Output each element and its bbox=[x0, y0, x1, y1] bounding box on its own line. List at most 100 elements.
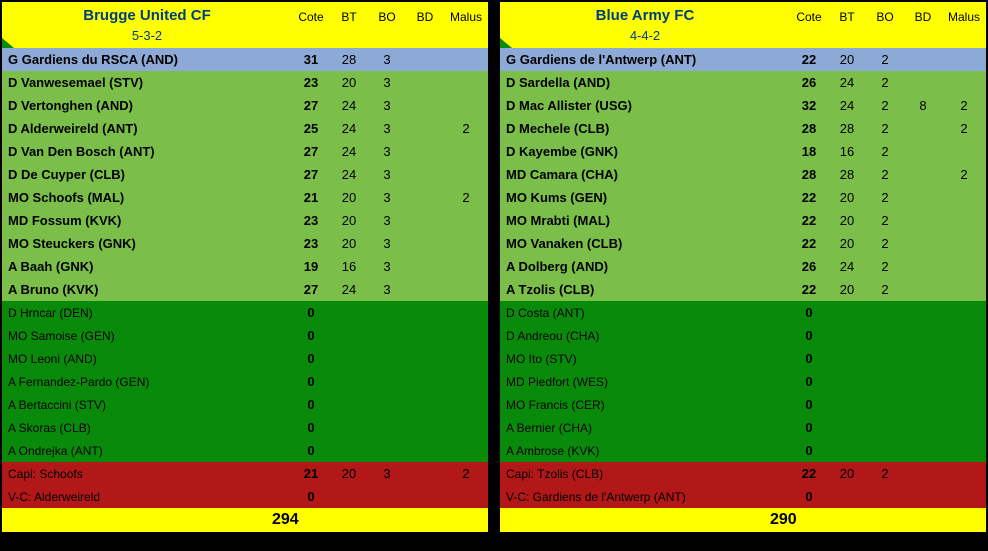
player-bo: 3 bbox=[368, 75, 406, 90]
bench-row[interactable]: MO Leoni (AND)0 bbox=[2, 347, 488, 370]
bench-row[interactable]: A Ondrejka (ANT)0 bbox=[2, 439, 488, 462]
player-cote: 23 bbox=[292, 75, 330, 90]
player-cote: 0 bbox=[292, 443, 330, 458]
starter-row[interactable]: MO Vanaken (CLB)22202 bbox=[500, 232, 986, 255]
player-cote: 27 bbox=[292, 98, 330, 113]
team-total-row: 294 bbox=[2, 508, 488, 532]
captain-row[interactable]: Capi: Tzolis (CLB)22202 bbox=[500, 462, 986, 485]
starter-row[interactable]: D De Cuyper (CLB)27243 bbox=[2, 163, 488, 186]
starter-row[interactable]: MD Camara (CHA)282822 bbox=[500, 163, 986, 186]
player-name: A Ambrose (KVK) bbox=[500, 444, 790, 458]
team-name: Blue Army FC bbox=[500, 7, 790, 26]
col-header-malus: Malus bbox=[942, 10, 986, 26]
starter-row[interactable]: D Mac Allister (USG)3224282 bbox=[500, 94, 986, 117]
bench-row[interactable]: D Hrncar (DEN)0 bbox=[2, 301, 488, 324]
player-name: A Bertaccini (STV) bbox=[2, 398, 292, 412]
player-malus: 2 bbox=[942, 121, 986, 136]
bench-row[interactable]: A Fernandez-Pardo (GEN)0 bbox=[2, 370, 488, 393]
player-bo: 2 bbox=[866, 213, 904, 228]
bench-row[interactable]: D Costa (ANT)0 bbox=[500, 301, 986, 324]
bench-row[interactable]: A Ambrose (KVK)0 bbox=[500, 439, 986, 462]
vice-captain-row[interactable]: V-C: Alderweireld0 bbox=[2, 485, 488, 508]
player-bt: 20 bbox=[828, 236, 866, 251]
starter-row[interactable]: MO Kums (GEN)22202 bbox=[500, 186, 986, 209]
player-cote: 27 bbox=[292, 167, 330, 182]
starter-row[interactable]: MO Mrabti (MAL)22202 bbox=[500, 209, 986, 232]
col-header-cote: Cote bbox=[292, 10, 330, 26]
col-header-bd: BD bbox=[406, 10, 444, 26]
player-bo: 2 bbox=[866, 282, 904, 297]
player-bo: 2 bbox=[866, 98, 904, 113]
starter-row[interactable]: D Vertonghen (AND)27243 bbox=[2, 94, 488, 117]
player-cote: 0 bbox=[292, 328, 330, 343]
player-bo: 3 bbox=[368, 466, 406, 481]
player-bt: 20 bbox=[330, 236, 368, 251]
player-bt: 20 bbox=[330, 213, 368, 228]
starter-row[interactable]: MO Schoofs (MAL)212032 bbox=[2, 186, 488, 209]
starter-row[interactable]: D Sardella (AND)26242 bbox=[500, 71, 986, 94]
player-cote: 0 bbox=[292, 397, 330, 412]
starter-row[interactable]: A Dolberg (AND)26242 bbox=[500, 255, 986, 278]
bench-row[interactable]: A Bernier (CHA)0 bbox=[500, 416, 986, 439]
player-cote: 0 bbox=[292, 489, 330, 504]
vice-captain-row[interactable]: V-C: Gardiens de l'Antwerp (ANT)0 bbox=[500, 485, 986, 508]
player-name: G Gardiens du RSCA (AND) bbox=[2, 52, 292, 67]
starter-row[interactable]: D Alderweireld (ANT)252432 bbox=[2, 117, 488, 140]
starter-row[interactable]: D Mechele (CLB)282822 bbox=[500, 117, 986, 140]
player-bt: 20 bbox=[828, 190, 866, 205]
player-name: A Bernier (CHA) bbox=[500, 421, 790, 435]
player-bo: 3 bbox=[368, 121, 406, 136]
player-cote: 0 bbox=[790, 420, 828, 435]
player-bt: 24 bbox=[828, 259, 866, 274]
player-bo: 3 bbox=[368, 98, 406, 113]
player-name: V-C: Alderweireld bbox=[2, 490, 292, 504]
team-header: Blue Army FC Cote BT BO BD Malus 4-4-2 bbox=[500, 2, 986, 48]
starter-row[interactable]: G Gardiens du RSCA (AND)31283 bbox=[2, 48, 488, 71]
bench-row[interactable]: MO Ito (STV)0 bbox=[500, 347, 986, 370]
player-bo: 3 bbox=[368, 52, 406, 67]
team-panel-left: Brugge United CF Cote BT BO BD Malus 5-3… bbox=[2, 2, 488, 549]
starter-row[interactable]: MO Steuckers (GNK)23203 bbox=[2, 232, 488, 255]
starter-row[interactable]: G Gardiens de l'Antwerp (ANT)22202 bbox=[500, 48, 986, 71]
player-cote: 22 bbox=[790, 236, 828, 251]
starter-row[interactable]: A Baah (GNK)19163 bbox=[2, 255, 488, 278]
player-name: MO Mrabti (MAL) bbox=[500, 213, 790, 228]
bench-row[interactable]: MO Samoise (GEN)0 bbox=[2, 324, 488, 347]
starter-row[interactable]: D Van Den Bosch (ANT)27243 bbox=[2, 140, 488, 163]
bench-row[interactable]: MO Francis (CER)0 bbox=[500, 393, 986, 416]
roster-rows-right: G Gardiens de l'Antwerp (ANT)22202D Sard… bbox=[500, 48, 986, 508]
player-name: G Gardiens de l'Antwerp (ANT) bbox=[500, 52, 790, 67]
player-name: D Vertonghen (AND) bbox=[2, 98, 292, 113]
player-name: MO Leoni (AND) bbox=[2, 352, 292, 366]
player-malus: 2 bbox=[444, 466, 488, 481]
starter-row[interactable]: D Vanwesemael (STV)23203 bbox=[2, 71, 488, 94]
player-name: D Mac Allister (USG) bbox=[500, 98, 790, 113]
player-name: D Alderweireld (ANT) bbox=[2, 121, 292, 136]
starter-row[interactable]: MD Fossum (KVK)23203 bbox=[2, 209, 488, 232]
player-cote: 0 bbox=[790, 305, 828, 320]
player-name: D Kayembe (GNK) bbox=[500, 144, 790, 159]
starter-row[interactable]: D Kayembe (GNK)18162 bbox=[500, 140, 986, 163]
bench-row[interactable]: A Bertaccini (STV)0 bbox=[2, 393, 488, 416]
player-cote: 0 bbox=[790, 397, 828, 412]
player-bt: 16 bbox=[828, 144, 866, 159]
player-cote: 0 bbox=[292, 420, 330, 435]
player-bo: 2 bbox=[866, 144, 904, 159]
player-bo: 3 bbox=[368, 167, 406, 182]
player-bo: 3 bbox=[368, 190, 406, 205]
bench-row[interactable]: A Skoras (CLB)0 bbox=[2, 416, 488, 439]
captain-row[interactable]: Capi: Schoofs212032 bbox=[2, 462, 488, 485]
player-cote: 18 bbox=[790, 144, 828, 159]
col-header-bd: BD bbox=[904, 10, 942, 26]
player-cote: 22 bbox=[790, 52, 828, 67]
player-name: D Hrncar (DEN) bbox=[2, 306, 292, 320]
player-name: A Skoras (CLB) bbox=[2, 421, 292, 435]
starter-row[interactable]: A Bruno (KVK)27243 bbox=[2, 278, 488, 301]
bench-row[interactable]: MD Piedfort (WES)0 bbox=[500, 370, 986, 393]
starter-row[interactable]: A Tzolis (CLB)22202 bbox=[500, 278, 986, 301]
player-bt: 24 bbox=[330, 144, 368, 159]
bench-row[interactable]: D Andreou (CHA)0 bbox=[500, 324, 986, 347]
roster-rows-left: G Gardiens du RSCA (AND)31283D Vanwesema… bbox=[2, 48, 488, 508]
player-cote: 0 bbox=[790, 374, 828, 389]
player-malus: 2 bbox=[444, 121, 488, 136]
